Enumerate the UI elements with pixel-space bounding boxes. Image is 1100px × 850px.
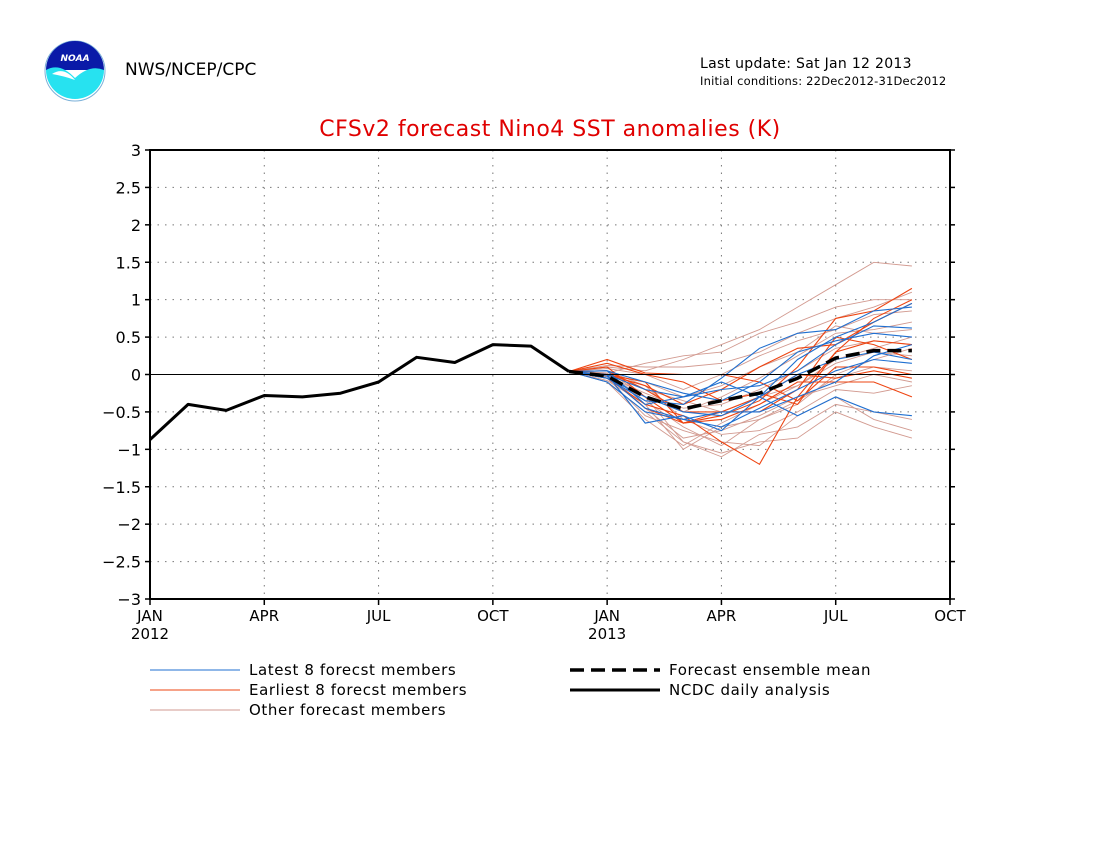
- legend-label: Latest 8 forecst members: [249, 661, 456, 679]
- legend-label: Forecast ensemble mean: [669, 661, 871, 679]
- earliest-member-line: [568, 287, 913, 424]
- y-tick-label: 3: [131, 141, 141, 160]
- y-tick-label: 1.5: [116, 253, 141, 272]
- y-tick-label: −1: [117, 440, 141, 459]
- x-tick-year: 2012: [131, 625, 169, 643]
- noaa-logo: NOAA: [44, 40, 106, 102]
- org-name: NWS/NCEP/CPC: [125, 60, 257, 80]
- y-axis: 3 2.5 2 1.5 1 0.5 0 −0.5 −1 −1.5 −2 −2.5 −3: [102, 141, 955, 609]
- y-tick-label: −1.5: [102, 478, 141, 497]
- last-update: Last update: Sat Jan 12 2013: [700, 56, 912, 72]
- latest-members: [568, 302, 913, 432]
- legend-label: NCDC daily analysis: [669, 681, 830, 699]
- chart-title: CFSv2 forecast Nino4 SST anomalies (K): [319, 117, 781, 142]
- latest-member-line: [568, 358, 912, 428]
- x-tick-label: OCT: [477, 607, 509, 625]
- other-members: [568, 261, 913, 458]
- latest-member-line: [568, 332, 912, 402]
- y-tick-label: −0.5: [102, 403, 141, 422]
- legend: Latest 8 forecst members Earliest 8 forec…: [150, 661, 871, 719]
- x-tick-label: APR: [249, 607, 279, 625]
- x-tick-label: JUL: [823, 607, 848, 625]
- x-tick-label: JAN: [136, 607, 163, 625]
- legend-label: Other forecast members: [249, 701, 446, 719]
- x-tick-year: 2013: [588, 625, 626, 643]
- y-tick-label: 1: [131, 291, 141, 310]
- x-tick-label: JUL: [366, 607, 391, 625]
- other-member-line: [568, 310, 912, 390]
- other-member-line: [568, 370, 913, 454]
- latest-member-line: [568, 344, 913, 420]
- y-tick-label: −2: [117, 515, 141, 534]
- ensemble-mean-line: [568, 348, 912, 411]
- latest-member-line: [568, 306, 912, 405]
- other-member-line: [568, 299, 912, 374]
- y-tick-label: −2.5: [102, 553, 141, 572]
- latest-member-line: [568, 370, 912, 417]
- latest-member-line: [568, 302, 913, 432]
- x-tick-label: APR: [707, 607, 737, 625]
- y-tick-label: 0: [131, 366, 141, 385]
- main-series: [148, 343, 912, 441]
- legend-label: Earliest 8 forecst members: [249, 681, 467, 699]
- noaa-logo-text: NOAA: [60, 54, 89, 64]
- initial-conditions: Initial conditions: 22Dec2012-31Dec2012: [700, 74, 947, 88]
- y-tick-label: −3: [117, 590, 141, 609]
- other-member-line: [568, 371, 912, 439]
- ncdc-analysis-line: [148, 343, 570, 441]
- earliest-member-line: [568, 340, 912, 466]
- x-tick-label: OCT: [934, 607, 966, 625]
- earliest-member-line: [568, 302, 913, 406]
- x-tick-label: JAN: [593, 607, 620, 625]
- y-tick-label: 0.5: [116, 328, 141, 347]
- y-tick-label: 2.5: [116, 178, 141, 197]
- y-tick-label: 2: [131, 216, 141, 235]
